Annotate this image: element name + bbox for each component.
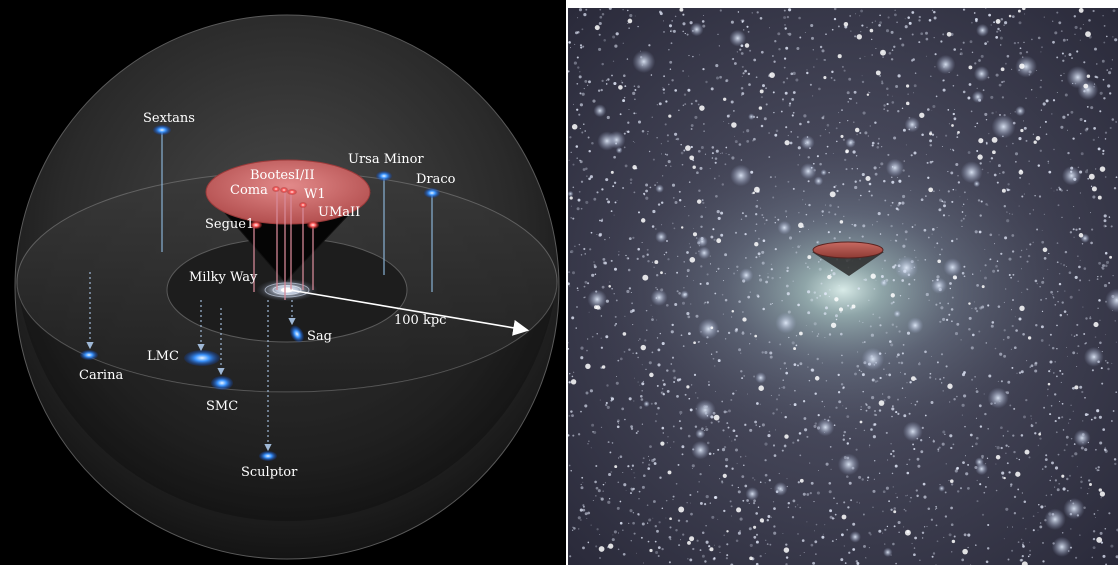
observer-cone-marker — [812, 241, 884, 276]
label-w1: W1 — [304, 187, 326, 202]
carina-marker — [80, 350, 98, 360]
label-sextans: Sextans — [143, 111, 195, 126]
label-sag: Sag — [307, 329, 332, 344]
label-ursa-minor: Ursa Minor — [348, 152, 424, 167]
label-smc: SMC — [206, 399, 239, 414]
sculptor-marker — [259, 451, 277, 461]
classical-satellites — [80, 125, 440, 461]
dark-matter-simulation-panel — [568, 8, 1118, 565]
coma-marker — [272, 186, 280, 192]
sag-marker — [290, 325, 304, 343]
distance-arrow — [289, 289, 530, 336]
label-coma: Coma — [230, 183, 268, 198]
umaii-marker — [307, 221, 319, 229]
segue1-marker — [250, 221, 262, 229]
label-lmc: LMC — [147, 349, 179, 364]
ultrafaint-satellites — [250, 186, 319, 229]
milky-way-satellites-diagram: Sextans Ursa Minor Draco BootesI/II Coma… — [0, 0, 566, 565]
label-sculptor: Sculptor — [241, 465, 298, 480]
sextans-marker — [153, 125, 171, 135]
smc-marker — [211, 376, 233, 390]
label-bootes: BootesI/II — [250, 168, 315, 183]
sphere-diagram-graphic — [14, 14, 560, 560]
bootes-marker-a — [280, 187, 288, 193]
bootes-marker-b — [287, 189, 297, 195]
label-milky-way: Milky Way — [189, 270, 258, 285]
draco-marker — [424, 188, 440, 198]
milky-way-galaxy — [257, 279, 317, 301]
w1-marker — [299, 202, 307, 208]
label-draco: Draco — [416, 172, 456, 187]
label-carina: Carina — [79, 368, 124, 383]
label-umaii: UMaII — [318, 205, 361, 220]
lmc-marker — [184, 350, 220, 366]
simulation-image — [568, 8, 1118, 565]
label-distance: 100 kpc — [394, 313, 447, 328]
ursa-minor-marker — [376, 171, 392, 181]
label-segue1: Segue1 — [205, 217, 255, 232]
